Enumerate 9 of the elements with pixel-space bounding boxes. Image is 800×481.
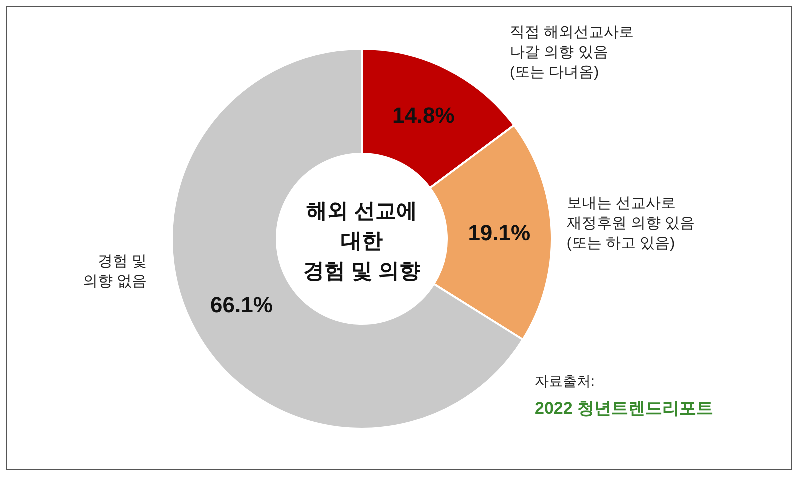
text: 2022 청년트렌드리포트: [535, 399, 714, 418]
data-label: 66.1%: [210, 292, 273, 318]
data-label: 14.8%: [392, 103, 455, 128]
slice-label: 경험 및 의향 없음: [82, 253, 147, 290]
text: 자료출처:: [535, 373, 595, 389]
data-label: 19.1%: [468, 220, 531, 246]
text: 해외 선교에 대한 경험 및 의향: [304, 200, 420, 283]
slice-label: 보내는 선교사로 재정후원 의향 있음 (또는 하고 있음): [566, 194, 696, 252]
slice-label: 직접 해외선교사로 나갈 의향 있음 (또는 다녀옴): [510, 24, 634, 82]
